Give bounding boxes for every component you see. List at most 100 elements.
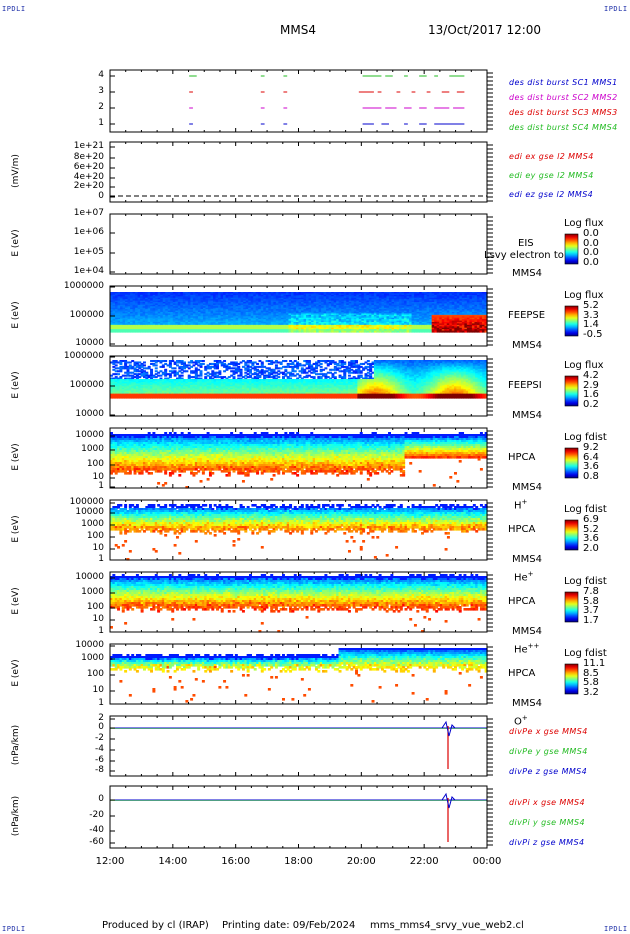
colorbar-hpca_h xyxy=(564,447,579,479)
colorbar-value-feepsi-0: 4.2 xyxy=(583,370,599,381)
y-tick-label-divpe-4: -6 xyxy=(95,755,104,765)
colorbar-hpca_he xyxy=(564,519,579,551)
y-tick-label-hpca_he-0: 100000 xyxy=(69,497,104,507)
colorbar-value-hpca_he-2: 3.6 xyxy=(583,533,599,544)
footer-produced-by: Produced by cl (IRAP) xyxy=(102,920,209,931)
spacecraft-label-feepse: MMS4 xyxy=(512,340,542,351)
instrument-label-feepsi: FEEPSI xyxy=(508,380,542,391)
instrument-label-hpca_he: HPCA xyxy=(508,524,536,535)
legend-entry-edi-2: edi ez gse l2 MMS4 xyxy=(509,190,594,199)
y-tick-label-hpca_hepp-2: 100 xyxy=(86,602,104,612)
colorbar-value-hpca_he-1: 5.2 xyxy=(583,523,599,535)
colorbar-value-hpca_hepp-3: 1.7 xyxy=(583,614,599,626)
colorbar-title-hpca_he: Log fdist xyxy=(564,504,607,515)
y-axis-label-divpi: (nPa/km) xyxy=(11,795,21,837)
y-tick-label-eis-0: 1e+07 xyxy=(73,208,104,218)
y-axis-label-divpe: (nPa/km) xyxy=(11,724,21,766)
x-tick-label-3: 18:00 xyxy=(284,856,313,867)
y-axis-label-eis: E (eV) xyxy=(11,229,21,257)
panel-frame-eis xyxy=(109,213,488,275)
y-tick-label-edi-2: 6e+20 xyxy=(73,162,104,172)
panel-feepsi xyxy=(109,355,579,417)
colorbar-value-eis-1: 0.0 xyxy=(583,237,599,249)
y-axis-label-hpca_hepp: E (eV) xyxy=(11,587,21,615)
y-tick-label-eis-2: 1e+05 xyxy=(73,247,104,257)
species-label-hpca_h: H+ xyxy=(514,498,528,512)
colorbar-title-feepse: Log flux xyxy=(564,290,604,301)
y-tick-label-hpca_h-0: 10000 xyxy=(75,430,104,440)
y-tick-label-edi-3: 4e+20 xyxy=(73,172,104,182)
x-tick-label-5: 22:00 xyxy=(409,856,439,867)
y-tick-label-edi-1: 8e+20 xyxy=(73,152,104,162)
panel-frame-burst xyxy=(109,69,488,133)
x-tick-label-4: 20:00 xyxy=(346,856,376,867)
y-tick-label-hpca_he-1: 10000 xyxy=(75,507,104,517)
footer-file: mms_mms4_srvy_vue_web2.cl xyxy=(370,920,524,931)
panel-hpca_hepp xyxy=(109,571,579,633)
y-tick-label-edi-0: 1e+21 xyxy=(73,141,104,151)
species-charge-hpca_hepp: ++ xyxy=(527,642,540,650)
y-tick-label-hpca_he-4: 10 xyxy=(92,543,104,553)
legend-entry-divpi-1: divPi y gse MMS4 xyxy=(509,818,585,827)
legend-entry-divpe-1: divPe y gse MMS4 xyxy=(509,747,588,756)
legend-entry-divpi-0: divPi x gse MMS4 xyxy=(509,798,585,807)
page-title: MMS4 xyxy=(280,23,316,37)
legend-entry-divpi-2: divPi z gse MMS4 xyxy=(509,838,585,847)
colorbar-title-eis: Log flux xyxy=(564,218,604,229)
y-axis-label-edi: (mV/m) xyxy=(11,154,21,188)
y-tick-label-hpca_h-4: 1 xyxy=(98,481,104,491)
species-charge-hpca_o: + xyxy=(521,714,528,722)
y-tick-label-hpca_hepp-3: 10 xyxy=(92,614,104,624)
y-tick-label-hpca_h-2: 100 xyxy=(86,459,104,469)
panel-edi xyxy=(109,141,493,203)
y-tick-label-hpca_he-2: 1000 xyxy=(81,519,104,529)
corner-label-top-right: IPDLI xyxy=(604,5,628,13)
y-tick-label-burst-1: 3 xyxy=(98,86,104,96)
y-tick-label-divpe-5: -8 xyxy=(95,765,104,775)
y-axis-label-hpca_o: E (eV) xyxy=(11,659,21,687)
spacecraft-label-hpca_hepp: MMS4 xyxy=(512,626,542,637)
legend-entry-burst-3: des dist burst SC4 MMS4 xyxy=(509,123,618,132)
colorbar-value-eis-0: 0.0 xyxy=(583,228,599,239)
colorbar-value-feepse-3: -0.5 xyxy=(583,328,603,340)
y-tick-label-divpi-0: 0 xyxy=(98,794,104,804)
corner-label-top-left: IPDLI xyxy=(2,5,26,13)
colorbar-title-hpca_o: Log fdist xyxy=(564,648,607,659)
colorbar-value-hpca_he-0: 6.9 xyxy=(583,514,599,525)
y-tick-label-hpca_o-4: 1 xyxy=(98,698,104,708)
y-tick-label-hpca_o-1: 1000 xyxy=(81,653,104,663)
y-tick-label-divpi-3: -60 xyxy=(89,837,104,847)
x-tick-label-6: 00:00 xyxy=(472,856,502,867)
colorbar-value-eis-3: 0.0 xyxy=(583,256,599,268)
corner-label-bottom-right: IPDLI xyxy=(604,925,628,933)
instrument-label-hpca_hepp: HPCA xyxy=(508,596,536,607)
colorbar-title-feepsi: Log flux xyxy=(564,360,604,371)
colorbar-value-feepsi-3: 0.2 xyxy=(583,398,599,410)
spacecraft-label-feepsi: MMS4 xyxy=(512,410,542,421)
page-date: 13/Oct/2017 12:00 xyxy=(428,23,542,37)
colorbar-value-hpca_he-3: 2.0 xyxy=(583,542,599,554)
colorbar-value-hpca_hepp-1: 5.8 xyxy=(583,595,599,607)
colorbar-value-hpca_o-3: 3.2 xyxy=(583,686,599,698)
species-charge-hpca_h: + xyxy=(521,498,528,506)
overlay-text-eis: Lsvy electron to xyxy=(484,250,564,261)
panel-divpe xyxy=(109,715,493,777)
y-tick-label-burst-2: 2 xyxy=(98,102,104,112)
y-tick-label-burst-0: 4 xyxy=(98,70,104,80)
colorbar-title-hpca_hepp: Log fdist xyxy=(564,576,607,587)
colorbar-value-hpca_o-0: 11.1 xyxy=(583,658,606,669)
colorbar-value-hpca_h-0: 9.2 xyxy=(583,442,599,453)
panel-eis xyxy=(109,213,579,275)
species-label-hpca_he: He+ xyxy=(514,570,534,584)
spacecraft-label-hpca_h: MMS4 xyxy=(512,482,542,493)
colorbar-value-eis-2: 0.0 xyxy=(583,247,599,258)
y-tick-label-divpe-3: -4 xyxy=(95,744,104,754)
legend-entry-edi-0: edi ex gse l2 MMS4 xyxy=(509,152,594,161)
y-tick-label-divpi-2: -40 xyxy=(89,825,104,835)
x-tick-label-1: 14:00 xyxy=(158,856,188,867)
y-tick-label-feepsi-0: 1000000 xyxy=(63,351,104,361)
divpi-z-burst xyxy=(441,792,456,809)
legend-entry-edi-1: edi ey gse l2 MMS4 xyxy=(509,171,594,180)
y-axis-label-hpca_he: E (eV) xyxy=(11,515,21,543)
